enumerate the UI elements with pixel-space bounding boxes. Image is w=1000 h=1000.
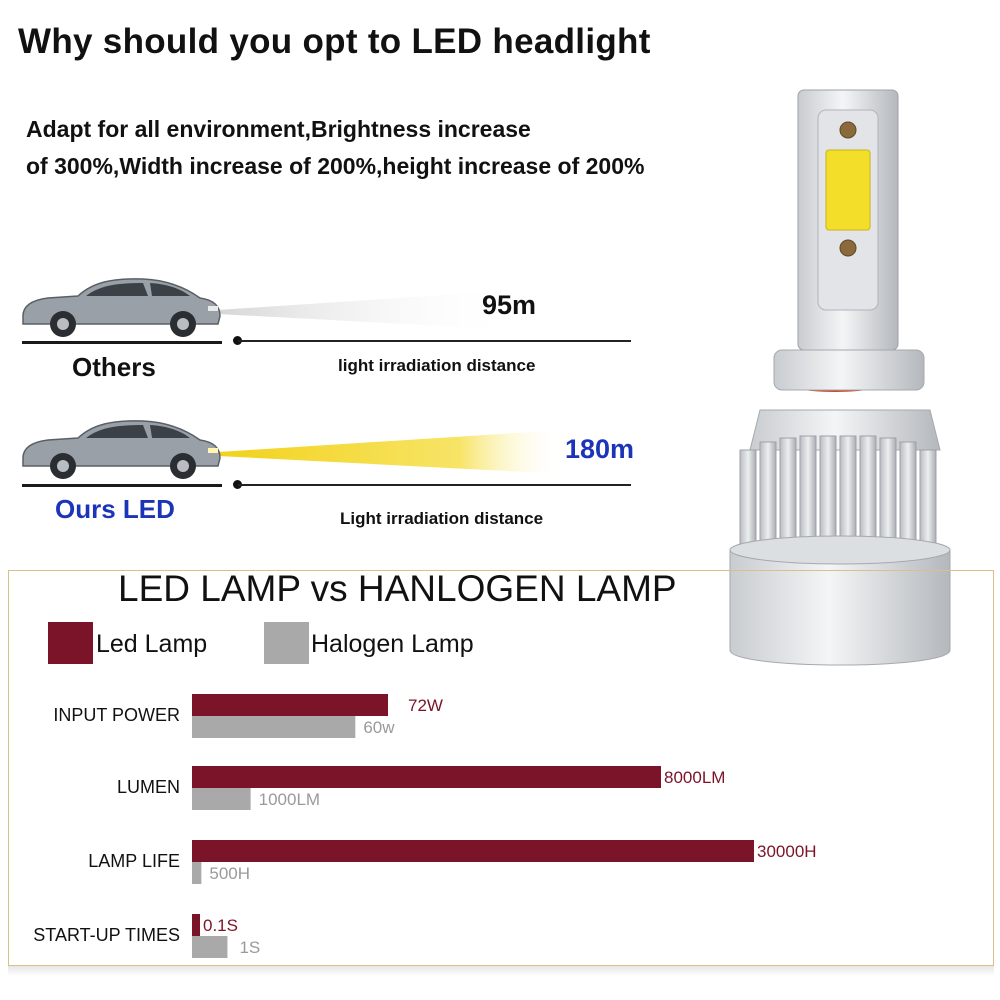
data-label-led: 0.1S: [203, 916, 238, 935]
legend-label-led: Led Lamp: [96, 630, 208, 658]
bar-halogen: [192, 936, 228, 958]
subtitle-line-1: Adapt for all environment,Brightness inc…: [26, 116, 531, 142]
others-distance: 95m: [482, 290, 537, 320]
category-label: LAMP LIFE: [88, 851, 180, 871]
others-road-line: [22, 341, 222, 344]
bar-led: [192, 914, 200, 936]
others-distance-track: [238, 340, 631, 342]
bar-led: [192, 766, 661, 788]
bar-halogen: [192, 716, 356, 738]
category-label: LUMEN: [117, 777, 180, 797]
data-label-halogen: 1000LM: [259, 790, 320, 809]
led-label: Ours LED: [55, 494, 175, 524]
chart-panel-shadow: [8, 966, 994, 976]
page-title: Why should you opt to LED headlight: [18, 22, 651, 61]
led-caption: Light irradiation distance: [340, 509, 544, 528]
others-light-beam: [218, 290, 518, 330]
data-label-halogen: 60w: [363, 718, 395, 737]
data-label-led: 72W: [408, 696, 443, 715]
bar-halogen: [192, 862, 202, 884]
led-distance-track: [238, 484, 631, 486]
led-car-image: [22, 420, 221, 479]
category-label: START-UP TIMES: [33, 925, 180, 945]
chart-panel: [8, 570, 994, 966]
led-track-start: [233, 480, 242, 489]
data-label-halogen: 1S: [239, 938, 260, 957]
data-label-led: 30000H: [757, 842, 817, 861]
category-label: INPUT POWER: [53, 705, 180, 725]
others-label: Others: [72, 352, 156, 382]
others-caption: light irradiation distance: [338, 356, 536, 375]
others-track-start: [233, 336, 242, 345]
subtitle-line-2: of 300%,Width increase of 200%,height in…: [26, 153, 645, 179]
bar-halogen: [192, 788, 251, 810]
led-distance: 180m: [565, 434, 635, 464]
others-car-image: [22, 278, 221, 337]
data-label-halogen: 500H: [209, 864, 250, 883]
led-road-line: [22, 484, 222, 487]
bar-led: [192, 840, 754, 862]
legend-swatch-halogen: [264, 622, 309, 664]
legend-swatch-led: [48, 622, 93, 664]
led-bulb-image: [729, 89, 951, 666]
chart-title: LED LAMP vs HANLOGEN LAMP: [118, 568, 677, 609]
bar-led: [192, 694, 388, 716]
legend-label-halogen: Halogen Lamp: [311, 630, 474, 658]
led-light-beam: [218, 430, 563, 474]
data-label-led: 8000LM: [664, 768, 725, 787]
